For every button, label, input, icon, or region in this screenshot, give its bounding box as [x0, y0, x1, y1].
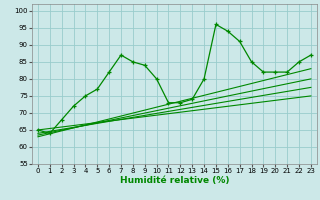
X-axis label: Humidité relative (%): Humidité relative (%)	[120, 176, 229, 185]
